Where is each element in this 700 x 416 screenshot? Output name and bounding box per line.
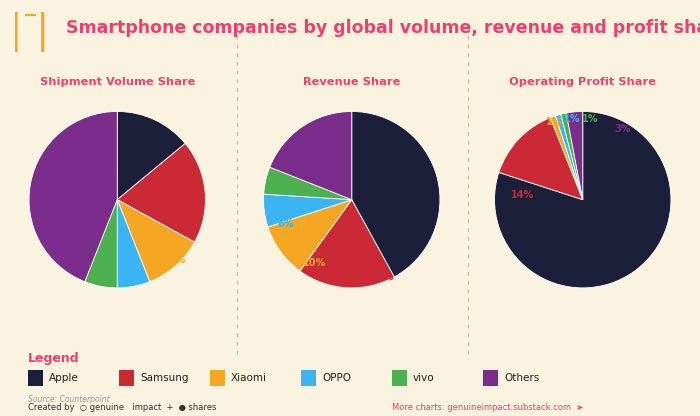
Text: 5%: 5%: [273, 175, 289, 185]
Wedge shape: [351, 111, 440, 277]
Wedge shape: [117, 200, 150, 288]
Text: Others: Others: [504, 373, 539, 383]
Wedge shape: [264, 167, 351, 200]
Wedge shape: [561, 113, 582, 200]
Wedge shape: [118, 144, 205, 242]
Text: 19%: 19%: [178, 203, 201, 213]
Text: 19%: 19%: [323, 124, 346, 134]
Wedge shape: [300, 200, 394, 288]
Wedge shape: [117, 111, 186, 200]
Text: 6%: 6%: [277, 219, 294, 229]
Wedge shape: [85, 200, 118, 288]
Text: 6%: 6%: [90, 272, 106, 282]
Text: 80%: 80%: [593, 249, 617, 259]
Title: Operating Profit Share: Operating Profit Share: [510, 77, 657, 87]
Text: OPPO: OPPO: [322, 373, 351, 383]
Text: 42%: 42%: [409, 214, 432, 224]
Text: More charts: genuineimpact.substack.com  ➤: More charts: genuineimpact.substack.com …: [392, 403, 583, 412]
Text: 11%: 11%: [163, 255, 186, 265]
Text: 1%: 1%: [546, 117, 563, 127]
Title: Revenue Share: Revenue Share: [303, 77, 400, 87]
Text: 14%: 14%: [139, 131, 162, 141]
Text: 1%: 1%: [564, 114, 580, 124]
Wedge shape: [494, 111, 671, 288]
Text: Samsung: Samsung: [140, 373, 188, 383]
Text: 6%: 6%: [128, 272, 145, 282]
Text: Xiaomi: Xiaomi: [231, 373, 267, 383]
Text: Source: Counterpoint: Source: Counterpoint: [28, 395, 110, 404]
Text: Legend: Legend: [28, 352, 80, 364]
Wedge shape: [263, 194, 351, 227]
Wedge shape: [566, 111, 582, 200]
Text: 1%: 1%: [582, 114, 598, 124]
Wedge shape: [118, 200, 195, 282]
Text: 10%: 10%: [303, 258, 326, 268]
Wedge shape: [270, 111, 352, 200]
Wedge shape: [550, 116, 582, 200]
Text: Apple: Apple: [49, 373, 78, 383]
Wedge shape: [268, 200, 351, 271]
Title: Shipment Volume Share: Shipment Volume Share: [40, 77, 195, 87]
Text: 44%: 44%: [39, 188, 63, 198]
Wedge shape: [556, 114, 582, 200]
Wedge shape: [29, 111, 118, 282]
Text: 3%: 3%: [614, 124, 631, 134]
Text: 14%: 14%: [511, 190, 534, 200]
Text: vivo: vivo: [413, 373, 435, 383]
Text: Smartphone companies by global volume, revenue and profit share: Smartphone companies by global volume, r…: [66, 19, 700, 37]
Text: 18%: 18%: [371, 272, 394, 282]
Wedge shape: [499, 118, 582, 200]
Text: Created by  ○ genuine impact  +  ● shares: Created by ○ genuine impact + ● shares: [28, 403, 216, 412]
